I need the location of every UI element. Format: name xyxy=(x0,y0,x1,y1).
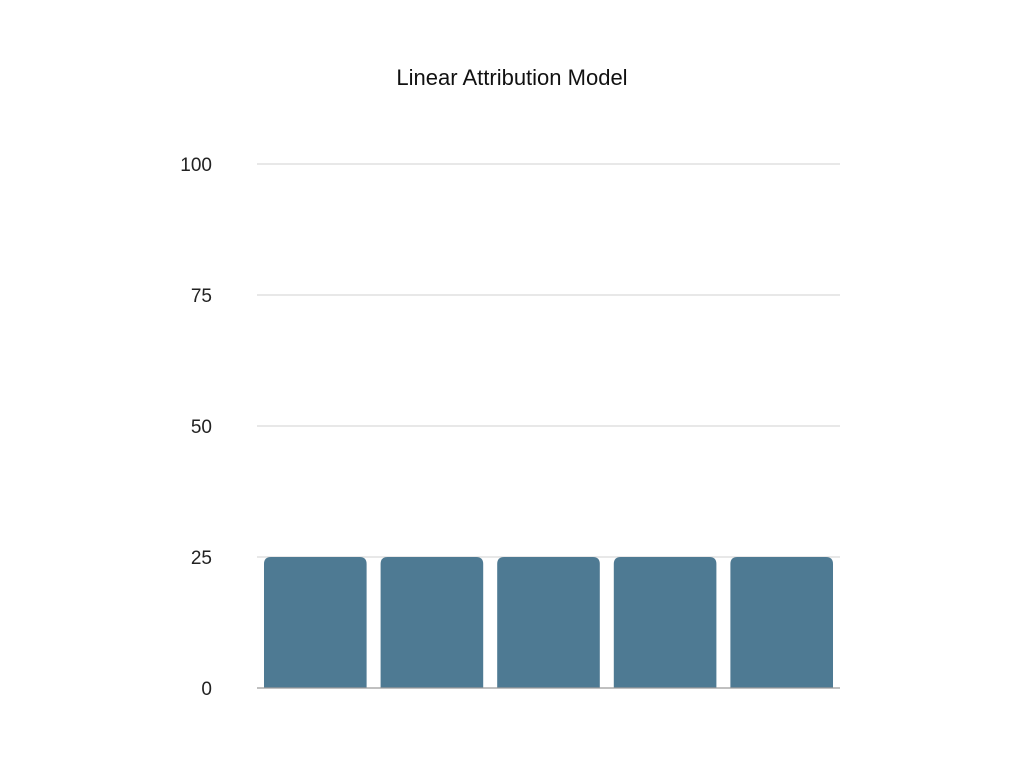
y-tick-label-50: 50 xyxy=(191,417,212,438)
y-tick-label-75: 75 xyxy=(191,286,212,307)
bar-4 xyxy=(613,557,717,688)
y-tick-label-0: 0 xyxy=(201,679,212,700)
chart-title: Linear Attribution Model xyxy=(396,65,627,90)
y-axis-ticks: 0 25 50 75 100 xyxy=(180,155,212,700)
y-tick-label-25: 25 xyxy=(191,548,212,569)
bars xyxy=(263,557,834,688)
gridlines xyxy=(257,163,840,558)
bar-1 xyxy=(263,557,367,688)
y-tick-label-100: 100 xyxy=(180,155,212,176)
bar-5 xyxy=(730,557,834,688)
bar-3 xyxy=(497,557,600,688)
bar-2 xyxy=(380,557,484,688)
